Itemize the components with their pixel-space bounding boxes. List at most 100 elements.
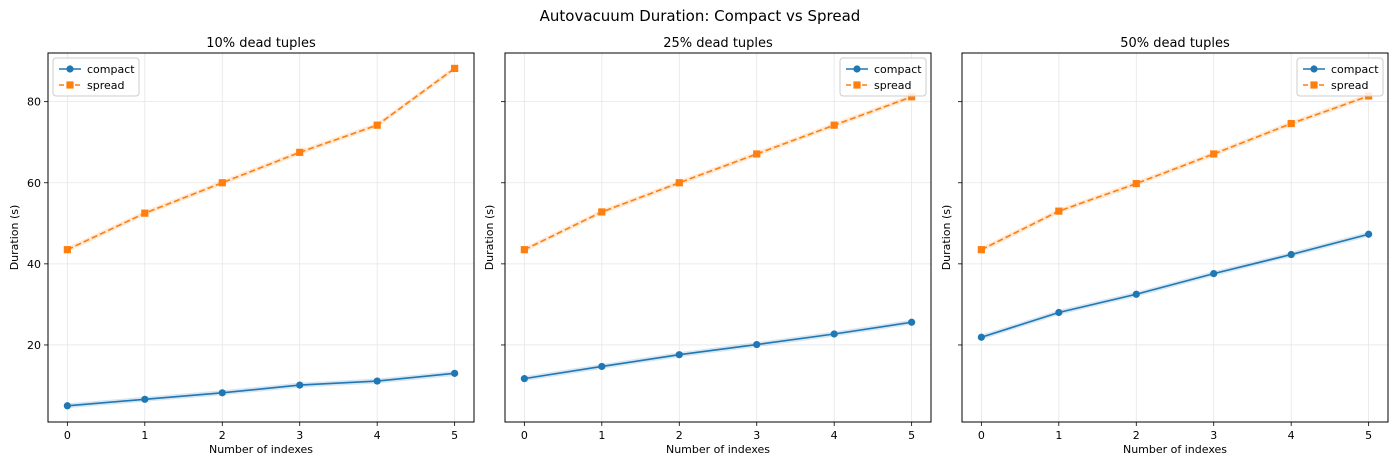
legend: compact spread — [1296, 57, 1384, 97]
spread-line — [67, 67, 456, 251]
x-tick-label: 3 — [1210, 429, 1217, 442]
spread-line — [524, 96, 912, 251]
chart-title: 10% dead tuples — [206, 36, 316, 51]
spread-point — [1055, 207, 1063, 215]
axes-frame — [504, 52, 932, 423]
compact-line — [981, 233, 1369, 339]
legend-compact-label: compact — [87, 63, 135, 76]
legend-compact-label: compact — [1331, 63, 1379, 76]
compact-point — [1210, 269, 1218, 278]
spread-band — [67, 65, 455, 253]
compact-point — [1132, 290, 1140, 298]
spread-band — [524, 94, 912, 253]
compact-line — [524, 321, 912, 380]
legend: compact spread — [839, 57, 927, 97]
legend: compact spread — [52, 57, 140, 97]
x-axis-label: Number of indexes — [1123, 443, 1227, 456]
x-tick-label: 2 — [676, 429, 683, 442]
y-tick-label: 20 — [27, 339, 41, 352]
compact-point — [520, 375, 528, 383]
compact-point — [1287, 250, 1295, 259]
compact-point — [373, 377, 381, 385]
x-tick-label: 1 — [1055, 429, 1062, 442]
compact-point — [141, 395, 149, 403]
legend-compact-marker — [66, 65, 74, 73]
spread-point — [218, 179, 226, 187]
x-tick-label: 5 — [908, 429, 915, 442]
x-tick-label: 3 — [296, 429, 303, 442]
x-tick-label: 1 — [598, 429, 605, 442]
spread-band — [981, 93, 1369, 253]
spread-point — [753, 150, 761, 158]
x-tick-label: 2 — [1133, 429, 1140, 442]
x-tick-label: 2 — [219, 429, 226, 442]
compact-point — [830, 330, 838, 338]
legend-box — [839, 57, 927, 97]
spread-point — [296, 148, 304, 156]
spread-point — [675, 179, 683, 187]
spread-point — [373, 121, 381, 129]
compact-point — [908, 318, 916, 326]
legend-spread-marker — [66, 81, 74, 89]
compact-point — [218, 389, 226, 397]
compact-point — [63, 402, 71, 410]
compact-point — [753, 340, 761, 349]
y-axis-label: Duration (s) — [940, 205, 953, 271]
y-axis-label: Duration (s) — [483, 205, 496, 271]
spread-point — [830, 121, 838, 129]
axes-frame — [961, 52, 1389, 423]
x-tick-label: 4 — [374, 429, 381, 442]
spread-point — [63, 246, 71, 254]
legend-compact-label: compact — [874, 63, 922, 76]
spread-point — [977, 246, 985, 254]
legend-spread-label: spread — [87, 79, 125, 92]
compact-point — [977, 333, 985, 341]
chart-panel: 0 1 2 3 4 5 50% dead tuples Number of indexes Du… — [940, 36, 1389, 456]
x-tick-label: 0 — [64, 429, 71, 442]
compact-point — [1055, 308, 1063, 317]
plot-area — [505, 53, 931, 422]
chart-panel: 0 1 2 3 4 5 25% dead tuples Number of indexes Du… — [483, 36, 932, 456]
spread-point — [908, 93, 916, 101]
compact-point — [296, 381, 304, 389]
x-tick-label: 4 — [831, 429, 838, 442]
legend-spread-label: spread — [1331, 79, 1369, 92]
x-tick-label: 1 — [141, 429, 148, 442]
chart-title: 50% dead tuples — [1120, 36, 1230, 51]
spread-point — [451, 64, 459, 73]
plot-area — [48, 53, 474, 422]
spread-line — [981, 95, 1369, 251]
x-axis-label: Number of indexes — [666, 443, 770, 456]
spread-point — [1210, 150, 1218, 158]
legend-box — [1296, 57, 1384, 97]
spread-point — [520, 246, 528, 254]
spread-point — [1287, 119, 1295, 128]
x-tick-label: 5 — [451, 429, 458, 442]
x-tick-label: 0 — [521, 429, 528, 442]
x-tick-label: 4 — [1288, 429, 1295, 442]
legend-spread-label: spread — [874, 79, 912, 92]
y-tick-label: 80 — [27, 96, 41, 109]
legend-box — [52, 57, 140, 97]
chart-title: 25% dead tuples — [663, 36, 773, 51]
y-axis-label: Duration (s) — [8, 205, 21, 271]
plot-area — [962, 53, 1388, 422]
compact-line — [67, 372, 455, 407]
compact-point — [598, 362, 606, 371]
spread-point — [141, 209, 149, 217]
legend-compact-marker — [1310, 65, 1318, 73]
compact-band — [524, 319, 912, 382]
legend-spread-marker — [1310, 81, 1318, 89]
y-tick-label: 40 — [27, 258, 41, 271]
legend-spread-marker — [853, 81, 861, 89]
x-tick-label: 0 — [978, 429, 985, 442]
x-axis-label: Number of indexes — [209, 443, 313, 456]
compact-point — [451, 369, 459, 377]
chart-panel: 0 1 2 3 4 5 20 40 60 80 10% dead tuples Number of i… — [8, 36, 475, 456]
figure-title: Autovacuum Duration: Compact vs Spread — [540, 7, 861, 25]
axes-frame — [47, 52, 475, 423]
compact-point — [675, 351, 683, 359]
spread-point — [1132, 179, 1140, 188]
x-tick-label: 3 — [753, 429, 760, 442]
